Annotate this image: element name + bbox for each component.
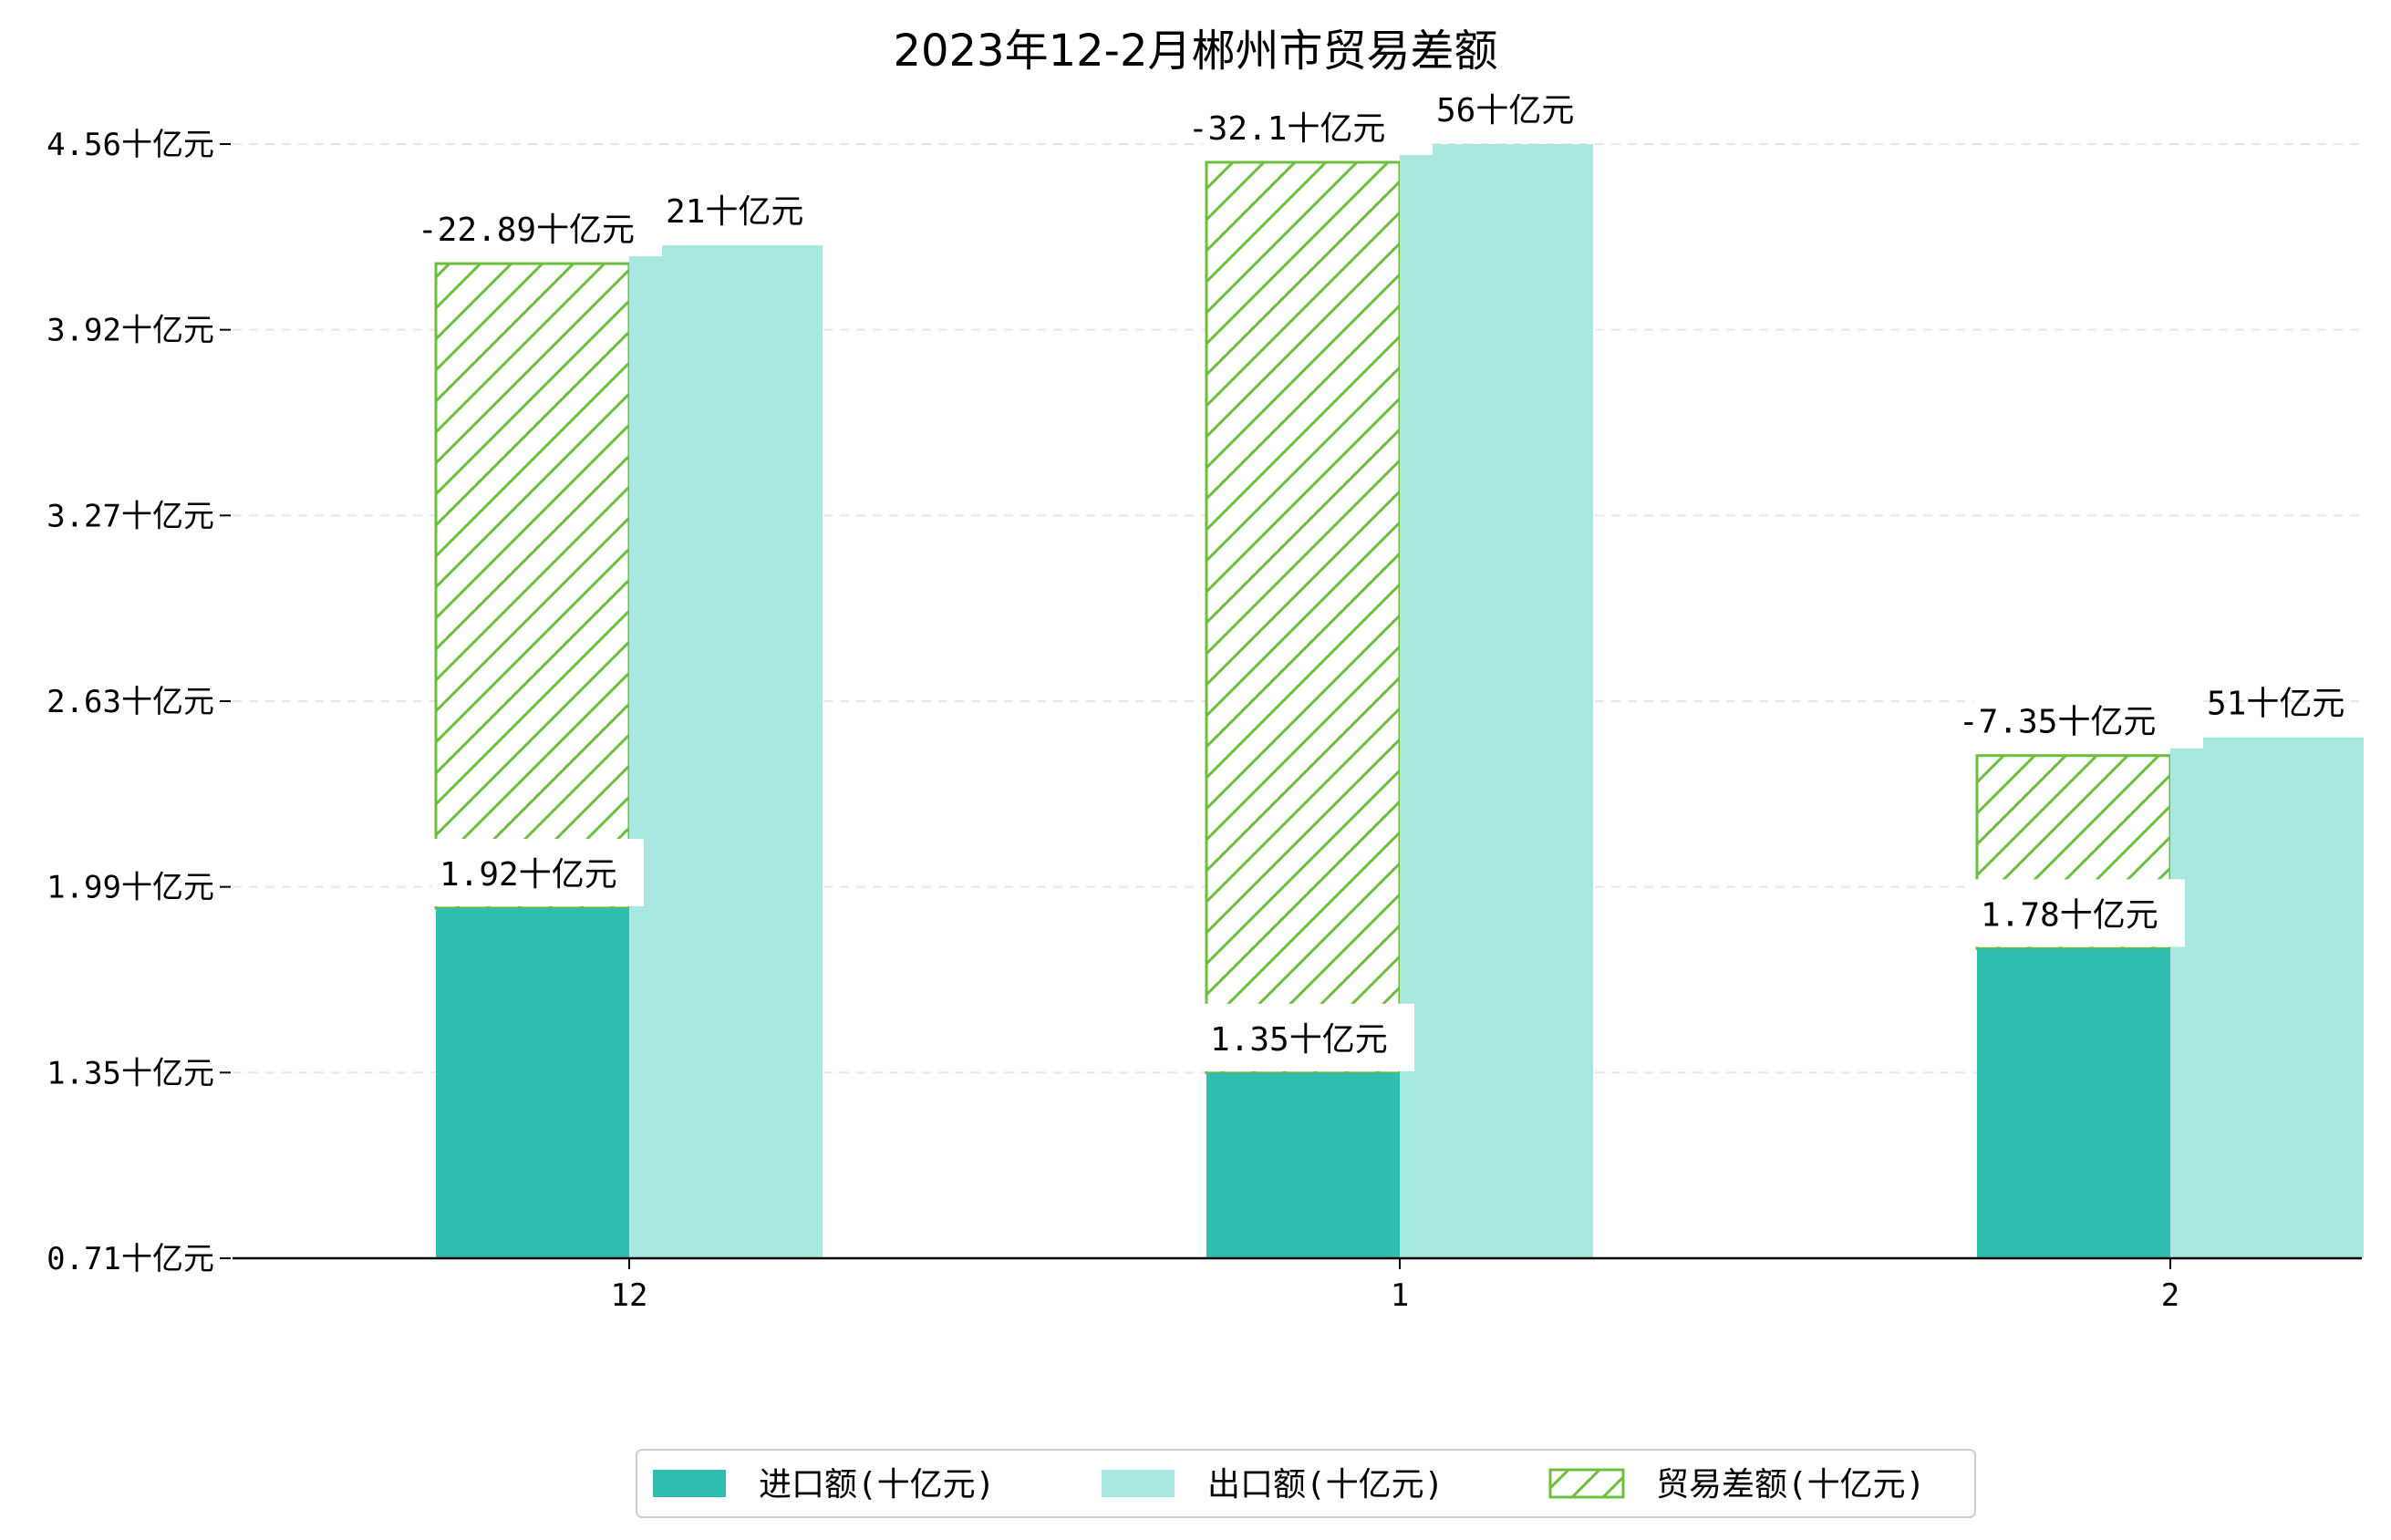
data-label: -32.1十亿元 bbox=[1188, 110, 1385, 148]
legend-box bbox=[636, 1449, 1976, 1518]
bar-trade-balance bbox=[434, 262, 631, 910]
axes: 0.71十亿元 1.35十亿元 1.99十亿元 2.63十亿元 3.27十亿元 3.92十… bbox=[47, 127, 2362, 1314]
legend-swatch-export bbox=[1102, 1470, 1175, 1497]
bar-import bbox=[1206, 1072, 1400, 1258]
data-label: -22.89十亿元 bbox=[418, 212, 635, 249]
bar-export bbox=[629, 245, 823, 1258]
data-label: 56十亿元 bbox=[1436, 92, 1574, 129]
bars bbox=[434, 144, 2364, 1258]
y-tick-label: 2.63十亿元 bbox=[47, 684, 214, 720]
y-tick-label: 3.92十亿元 bbox=[47, 313, 214, 349]
y-tick-label: 1.35十亿元 bbox=[47, 1055, 214, 1091]
bar-export bbox=[2170, 737, 2364, 1258]
data-label: 51十亿元 bbox=[2207, 686, 2344, 723]
data-label: 1.92十亿元 bbox=[440, 856, 617, 894]
data-label: 1.35十亿元 bbox=[1210, 1021, 1388, 1059]
legend-label: 进口额(十亿元) bbox=[759, 1466, 995, 1504]
label-background bbox=[1973, 686, 2203, 749]
x-tick-label: 1 bbox=[1391, 1277, 1409, 1314]
chart-title: 2023年12-2月郴州市贸易差额 bbox=[893, 26, 1497, 77]
data-labels: 1.92十亿元 -22.89十亿元 21十亿元 1.35十亿元 -32.1十亿元 56十亿… bbox=[418, 92, 2344, 1071]
label-background bbox=[1203, 1003, 1414, 1071]
bar-import bbox=[436, 907, 629, 1258]
data-label: 21十亿元 bbox=[666, 193, 803, 231]
bar-export bbox=[1400, 144, 1593, 1258]
y-tick-label: 0.71十亿元 bbox=[47, 1241, 214, 1277]
y-tick-label: 4.56十亿元 bbox=[47, 127, 214, 163]
y-tick-label: 1.99十亿元 bbox=[47, 870, 214, 906]
bar-import bbox=[1977, 948, 2170, 1258]
legend-label: 出口额(十亿元) bbox=[1207, 1466, 1444, 1504]
label-background bbox=[432, 838, 644, 906]
label-background bbox=[432, 194, 662, 257]
x-tick-label: 12 bbox=[611, 1277, 648, 1314]
data-label: 1.78十亿元 bbox=[1981, 896, 2158, 934]
data-label: -7.35十亿元 bbox=[1959, 704, 2156, 741]
legend-label: 贸易差额(十亿元) bbox=[1656, 1466, 1925, 1504]
legend-swatch-trade-balance bbox=[1548, 1468, 1625, 1499]
label-background bbox=[1203, 93, 1433, 155]
legend-swatch-import bbox=[653, 1470, 726, 1497]
x-tick-label: 2 bbox=[2161, 1277, 2179, 1314]
legend: 进口额(十亿元) 出口额(十亿元) 贸易差额(十亿元) bbox=[636, 1449, 1976, 1518]
label-background bbox=[1973, 879, 2185, 947]
bar-trade-balance bbox=[1205, 160, 1402, 1075]
y-tick-label: 3.27十亿元 bbox=[47, 498, 214, 534]
